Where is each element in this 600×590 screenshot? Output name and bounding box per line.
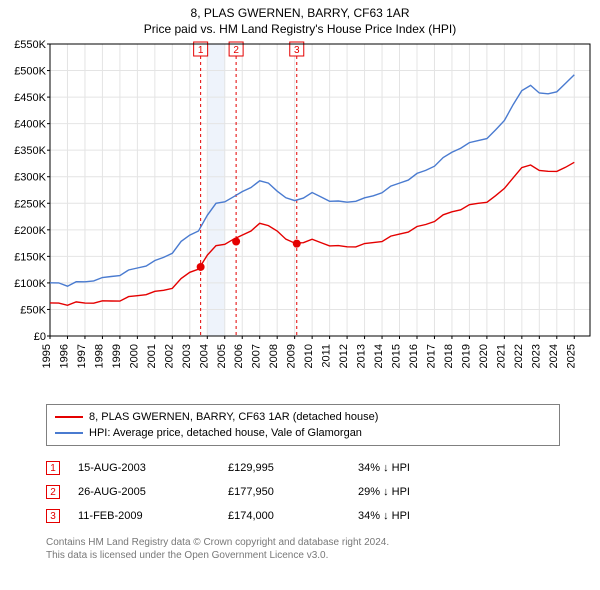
chart-area: 1 2 3 £0 £50K £100K £150K £200K £250K £300K £350K £…: [0, 36, 600, 396]
svg-text:£0: £0: [34, 331, 46, 343]
svg-text:2009: 2009: [286, 344, 298, 368]
svg-text:2007: 2007: [251, 344, 263, 368]
svg-text:2023: 2023: [530, 344, 542, 368]
sale-price: £177,950: [228, 486, 358, 498]
svg-text:2010: 2010: [303, 344, 315, 368]
sale-marker-icon: 3: [46, 509, 60, 523]
footer-attribution: Contains HM Land Registry data © Crown c…: [46, 536, 560, 562]
svg-text:£450K: £450K: [14, 92, 46, 104]
sale-delta: 34% ↓ HPI: [358, 462, 410, 474]
svg-text:1: 1: [198, 45, 204, 56]
svg-text:£250K: £250K: [14, 198, 46, 210]
chart-titles: 8, PLAS GWERNEN, BARRY, CF63 1AR Price p…: [0, 0, 600, 36]
svg-text:£350K: £350K: [14, 145, 46, 157]
svg-text:2016: 2016: [408, 344, 420, 368]
title-address: 8, PLAS GWERNEN, BARRY, CF63 1AR: [0, 6, 600, 20]
svg-text:2025: 2025: [565, 344, 577, 368]
svg-text:2001: 2001: [146, 344, 158, 368]
svg-text:£550K: £550K: [14, 39, 46, 51]
legend-swatch: [55, 432, 83, 434]
svg-text:2003: 2003: [181, 344, 193, 368]
sale-price: £129,995: [228, 462, 358, 474]
svg-text:2017: 2017: [425, 344, 437, 368]
svg-text:2000: 2000: [128, 344, 140, 368]
footer-line: This data is licensed under the Open Gov…: [46, 549, 560, 562]
svg-text:2: 2: [233, 45, 239, 56]
svg-text:2002: 2002: [163, 344, 175, 368]
sale-marker-icon: 1: [46, 461, 60, 475]
svg-text:1995: 1995: [41, 344, 53, 368]
svg-text:2008: 2008: [268, 344, 280, 368]
svg-text:2019: 2019: [460, 344, 472, 368]
svg-text:2006: 2006: [233, 344, 245, 368]
svg-text:2024: 2024: [548, 344, 560, 368]
chart-svg: 1 2 3 £0 £50K £100K £150K £200K £250K £300K £350K £…: [0, 36, 600, 396]
sales-table: 1 15-AUG-2003 £129,995 34% ↓ HPI 2 26-AU…: [46, 456, 560, 528]
sale-date: 15-AUG-2003: [78, 462, 228, 474]
sale-row: 1 15-AUG-2003 £129,995 34% ↓ HPI: [46, 456, 560, 480]
svg-text:1997: 1997: [76, 344, 88, 368]
title-subtitle: Price paid vs. HM Land Registry's House …: [0, 22, 600, 36]
svg-text:£50K: £50K: [20, 304, 46, 316]
legend-swatch: [55, 416, 83, 418]
svg-text:3: 3: [294, 45, 300, 56]
sale-row: 3 11-FEB-2009 £174,000 34% ↓ HPI: [46, 504, 560, 528]
svg-text:£200K: £200K: [14, 225, 46, 237]
svg-text:2004: 2004: [198, 344, 210, 368]
sale-delta: 34% ↓ HPI: [358, 510, 410, 522]
legend-label: 8, PLAS GWERNEN, BARRY, CF63 1AR (detach…: [89, 411, 378, 423]
legend-row: 8, PLAS GWERNEN, BARRY, CF63 1AR (detach…: [55, 409, 551, 425]
svg-text:2021: 2021: [495, 344, 507, 368]
svg-text:1999: 1999: [111, 344, 123, 368]
svg-text:2020: 2020: [478, 344, 490, 368]
svg-text:2014: 2014: [373, 344, 385, 368]
svg-text:£100K: £100K: [14, 278, 46, 290]
footer-line: Contains HM Land Registry data © Crown c…: [46, 536, 560, 549]
svg-text:1996: 1996: [58, 344, 70, 368]
svg-text:2005: 2005: [216, 344, 228, 368]
legend-label: HPI: Average price, detached house, Vale…: [89, 427, 362, 439]
svg-text:2018: 2018: [443, 344, 455, 368]
svg-text:2022: 2022: [513, 344, 525, 368]
sale-price: £174,000: [228, 510, 358, 522]
svg-text:£500K: £500K: [14, 66, 46, 78]
svg-text:2015: 2015: [391, 344, 403, 368]
svg-text:2012: 2012: [338, 344, 350, 368]
sale-delta: 29% ↓ HPI: [358, 486, 410, 498]
sale-marker-icon: 2: [46, 485, 60, 499]
sale-date: 26-AUG-2005: [78, 486, 228, 498]
legend-box: 8, PLAS GWERNEN, BARRY, CF63 1AR (detach…: [46, 404, 560, 446]
svg-text:1998: 1998: [93, 344, 105, 368]
legend-row: HPI: Average price, detached house, Vale…: [55, 425, 551, 441]
svg-text:£300K: £300K: [14, 172, 46, 184]
svg-text:£150K: £150K: [14, 251, 46, 263]
svg-text:£400K: £400K: [14, 119, 46, 131]
svg-text:2011: 2011: [321, 344, 333, 368]
sale-date: 11-FEB-2009: [78, 510, 228, 522]
svg-text:2013: 2013: [356, 344, 368, 368]
sale-row: 2 26-AUG-2005 £177,950 29% ↓ HPI: [46, 480, 560, 504]
